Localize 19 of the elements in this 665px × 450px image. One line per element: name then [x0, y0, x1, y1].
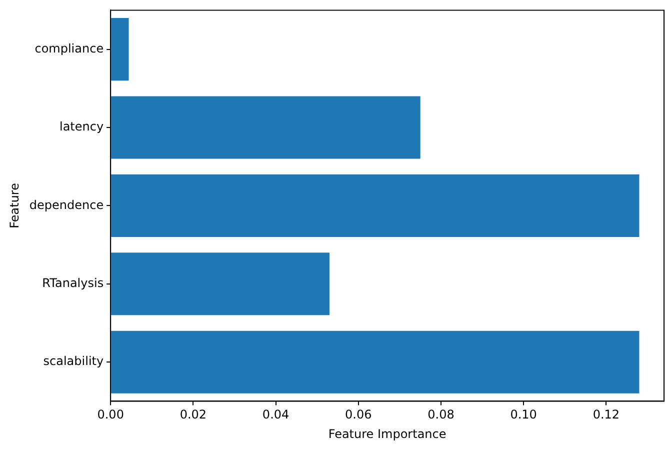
y-tick-label: latency — [60, 120, 104, 134]
bar — [111, 96, 420, 159]
x-tick-label: 0.10 — [510, 408, 537, 422]
bar — [111, 18, 129, 81]
x-tick-label: 0.06 — [345, 408, 372, 422]
y-tick-label: RTanalysis — [42, 276, 104, 290]
x-tick-label: 0.04 — [262, 408, 290, 422]
y-tick-label: compliance — [34, 41, 104, 56]
x-tick-label: 0.02 — [180, 408, 207, 422]
x-tick-label: 0.08 — [428, 408, 454, 422]
y-tick-label: scalability — [43, 354, 104, 368]
bar — [111, 174, 640, 237]
x-axis-title: Feature Importance — [328, 426, 446, 441]
bar — [111, 330, 640, 394]
bar — [111, 252, 330, 316]
y-axis-title: Feature — [7, 183, 22, 228]
x-tick-label: 0.12 — [592, 408, 620, 422]
y-tick-label: dependence — [29, 198, 104, 212]
x-tick-label: 0.00 — [97, 408, 124, 422]
